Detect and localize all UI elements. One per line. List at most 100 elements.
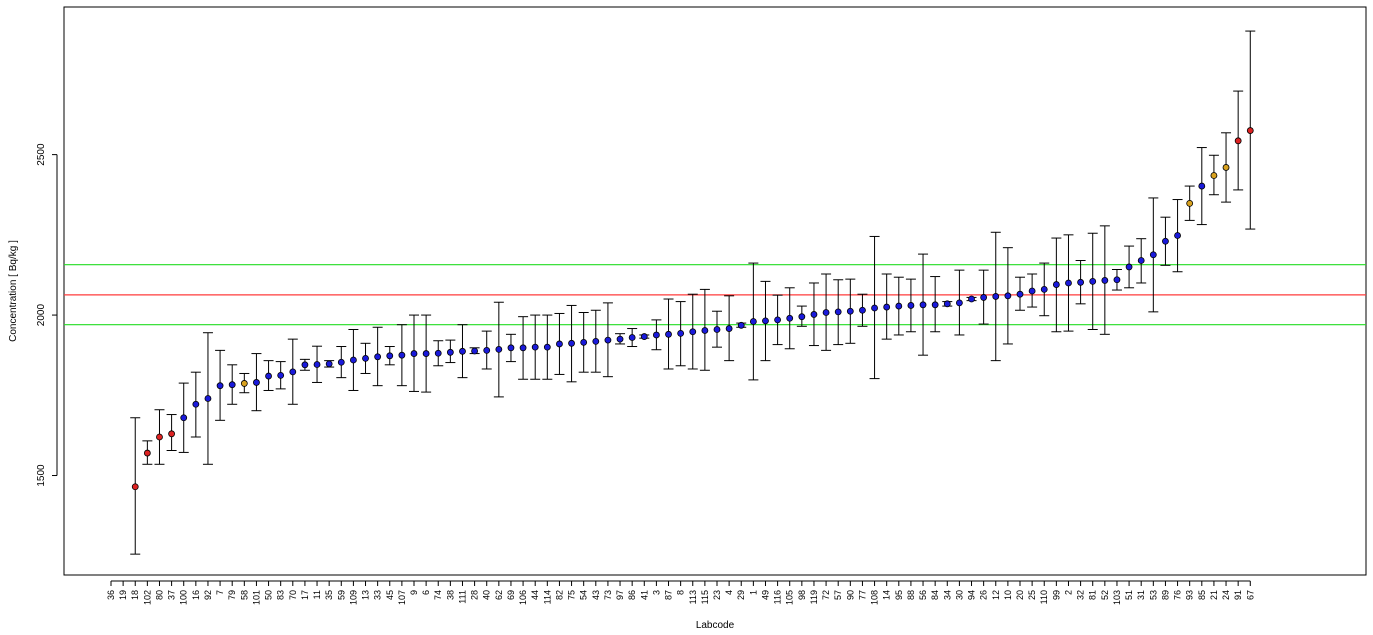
x-tick-label: 110 [1039,590,1049,604]
x-tick-label: 17 [300,590,310,600]
x-tick-label: 113 [688,590,698,604]
x-tick-label: 82 [554,590,564,600]
data-point [665,330,672,338]
x-tick-label: 31 [1136,590,1146,600]
data-point [653,331,660,339]
x-tick-label: 92 [203,590,213,600]
data-point [556,340,563,348]
x-tick-label: 70 [288,590,298,600]
data-point [749,318,757,325]
data-point [1198,182,1206,190]
x-tick-label: 94 [967,590,977,600]
data-point [713,326,721,333]
x-tick-label: 62 [494,590,504,600]
x-tick-label: 2 [1063,590,1073,595]
x-tick-label: 73 [603,590,613,600]
x-tick-label: 32 [1076,590,1086,600]
x-tick-label: 11 [312,590,322,599]
data-point [992,293,1000,300]
data-point [689,328,697,336]
x-tick-label: 25 [1027,590,1037,600]
data-point [459,347,466,355]
data-point [374,353,382,361]
x-tick-label: 41 [639,590,649,600]
x-tick-label: 4 [724,590,734,595]
data-point [1089,277,1097,285]
data-point [822,309,830,316]
x-tick-label: 50 [264,590,274,600]
data-point [1246,127,1254,134]
x-tick-label: 85 [1197,590,1207,600]
x-tick-label: 89 [1160,590,1170,600]
x-tick-label: 58 [239,590,249,600]
x-tick-label: 97 [615,590,625,600]
x-tick-label: 99 [1051,590,1061,600]
x-tick-label: 115 [700,590,710,604]
x-tick-label: 23 [712,590,722,600]
data-point [956,299,963,307]
data-point [1222,164,1230,171]
x-tick-label: 108 [870,590,880,605]
x-tick-label: 100 [179,590,189,605]
data-point [131,483,139,491]
x-tick-label: 56 [918,590,928,600]
x-tick-label: 101 [251,590,261,605]
x-tick-label: 37 [167,590,177,600]
x-tick-label: 7 [215,590,225,595]
error-bars [130,30,1256,555]
x-tick-label: 19 [118,590,128,600]
data-point [156,433,163,441]
x-tick-label: 98 [797,590,807,600]
data-point [1186,199,1194,207]
x-tick-label: 13 [361,590,371,600]
data-point [677,329,685,337]
data-point [1137,257,1145,264]
data-point [253,379,260,386]
data-point [604,336,612,344]
x-tick-label: 52 [1100,590,1110,600]
data-point [980,294,988,301]
data-point [628,334,636,341]
x-tick-label: 26 [979,590,989,600]
x-axis: 36 19 18 102 80 37 100 16 92 7 79 58 101 50 83 70 17 11 35… [106,580,1255,605]
data-point [422,350,430,357]
x-tick-label: 75 [567,590,577,600]
data-point [1162,237,1169,245]
x-tick-label: 33 [373,590,383,600]
x-tick-label: 59 [336,590,346,600]
data-point [1210,172,1218,179]
x-tick-label: 76 [1173,590,1183,600]
data-point [483,346,491,354]
data-point [507,344,515,352]
x-tick-label: 79 [227,590,237,600]
x-tick-label: 12 [991,590,1001,600]
data-point [786,314,794,322]
data-point [1016,290,1024,298]
x-tick-label: 20 [1015,590,1025,600]
data-point [265,372,272,380]
x-tick-label: 1 [748,590,758,595]
data-point [580,338,588,346]
x-tick-label: 102 [142,590,152,605]
data-point [725,325,733,332]
data-point [240,380,248,387]
x-tick-label: 103 [1112,590,1122,605]
y-axis: 1500 2000 2500 [36,143,58,487]
x-tick-label: 88 [906,590,916,600]
data-point [543,343,551,351]
x-tick-label: 114 [542,590,552,604]
data-point [834,308,842,316]
data-point [228,381,236,389]
x-tick-label: 87 [664,590,674,600]
data-point [871,304,878,312]
x-tick-label: 9 [409,590,419,595]
x-tick-label: 86 [627,590,637,600]
x-tick-label: 49 [760,590,770,600]
x-tick-label: 6 [421,590,431,595]
x-tick-label: 72 [821,590,831,600]
data-point [1234,137,1242,145]
data-point [180,414,188,422]
data-point [301,361,309,369]
data-point [1052,281,1060,288]
data-point [204,395,212,402]
